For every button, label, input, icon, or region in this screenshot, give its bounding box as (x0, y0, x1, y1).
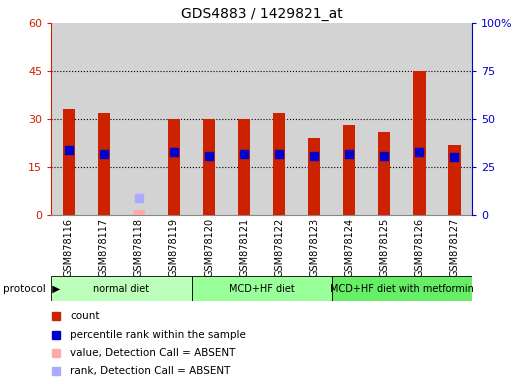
Title: GDS4883 / 1429821_at: GDS4883 / 1429821_at (181, 7, 343, 21)
Bar (273, 113, 285, 215)
Point (275, 151, 283, 157)
Text: MCD+HF diet with metformin: MCD+HF diet with metformin (330, 284, 474, 294)
Bar (332, 276, 472, 301)
Bar (367, 23, 402, 215)
Bar (133, 210, 145, 215)
Bar (332, 23, 367, 215)
Bar (156, 23, 191, 215)
Point (345, 151, 353, 157)
Point (205, 152, 213, 159)
Point (380, 152, 388, 159)
Text: normal diet: normal diet (93, 284, 149, 294)
Bar (63, 109, 75, 215)
Point (415, 149, 423, 155)
Bar (168, 119, 180, 215)
Text: count: count (70, 311, 100, 321)
Bar (297, 23, 332, 215)
Bar (262, 23, 297, 215)
Point (240, 151, 248, 157)
Bar (51, 276, 191, 301)
Text: percentile rank within the sample: percentile rank within the sample (70, 329, 246, 339)
Bar (191, 23, 227, 215)
Bar (203, 119, 215, 215)
Point (310, 152, 318, 159)
Text: MCD+HF diet: MCD+HF diet (229, 284, 294, 294)
Bar (51, 23, 86, 215)
Point (65, 147, 73, 153)
Bar (448, 145, 461, 215)
Bar (308, 138, 320, 215)
Text: rank, Detection Call = ABSENT: rank, Detection Call = ABSENT (70, 366, 231, 376)
Point (135, 195, 143, 201)
Bar (437, 23, 472, 215)
Bar (86, 23, 122, 215)
Bar (402, 23, 437, 215)
Bar (191, 276, 332, 301)
Bar (98, 113, 110, 215)
Bar (227, 23, 262, 215)
Point (100, 151, 108, 157)
Bar (238, 119, 250, 215)
Text: value, Detection Call = ABSENT: value, Detection Call = ABSENT (70, 348, 235, 358)
Bar (122, 23, 156, 215)
Text: protocol  ▶: protocol ▶ (3, 284, 60, 294)
Bar (413, 71, 425, 215)
Point (170, 149, 178, 155)
Bar (378, 132, 390, 215)
Bar (343, 126, 356, 215)
Point (450, 154, 459, 161)
